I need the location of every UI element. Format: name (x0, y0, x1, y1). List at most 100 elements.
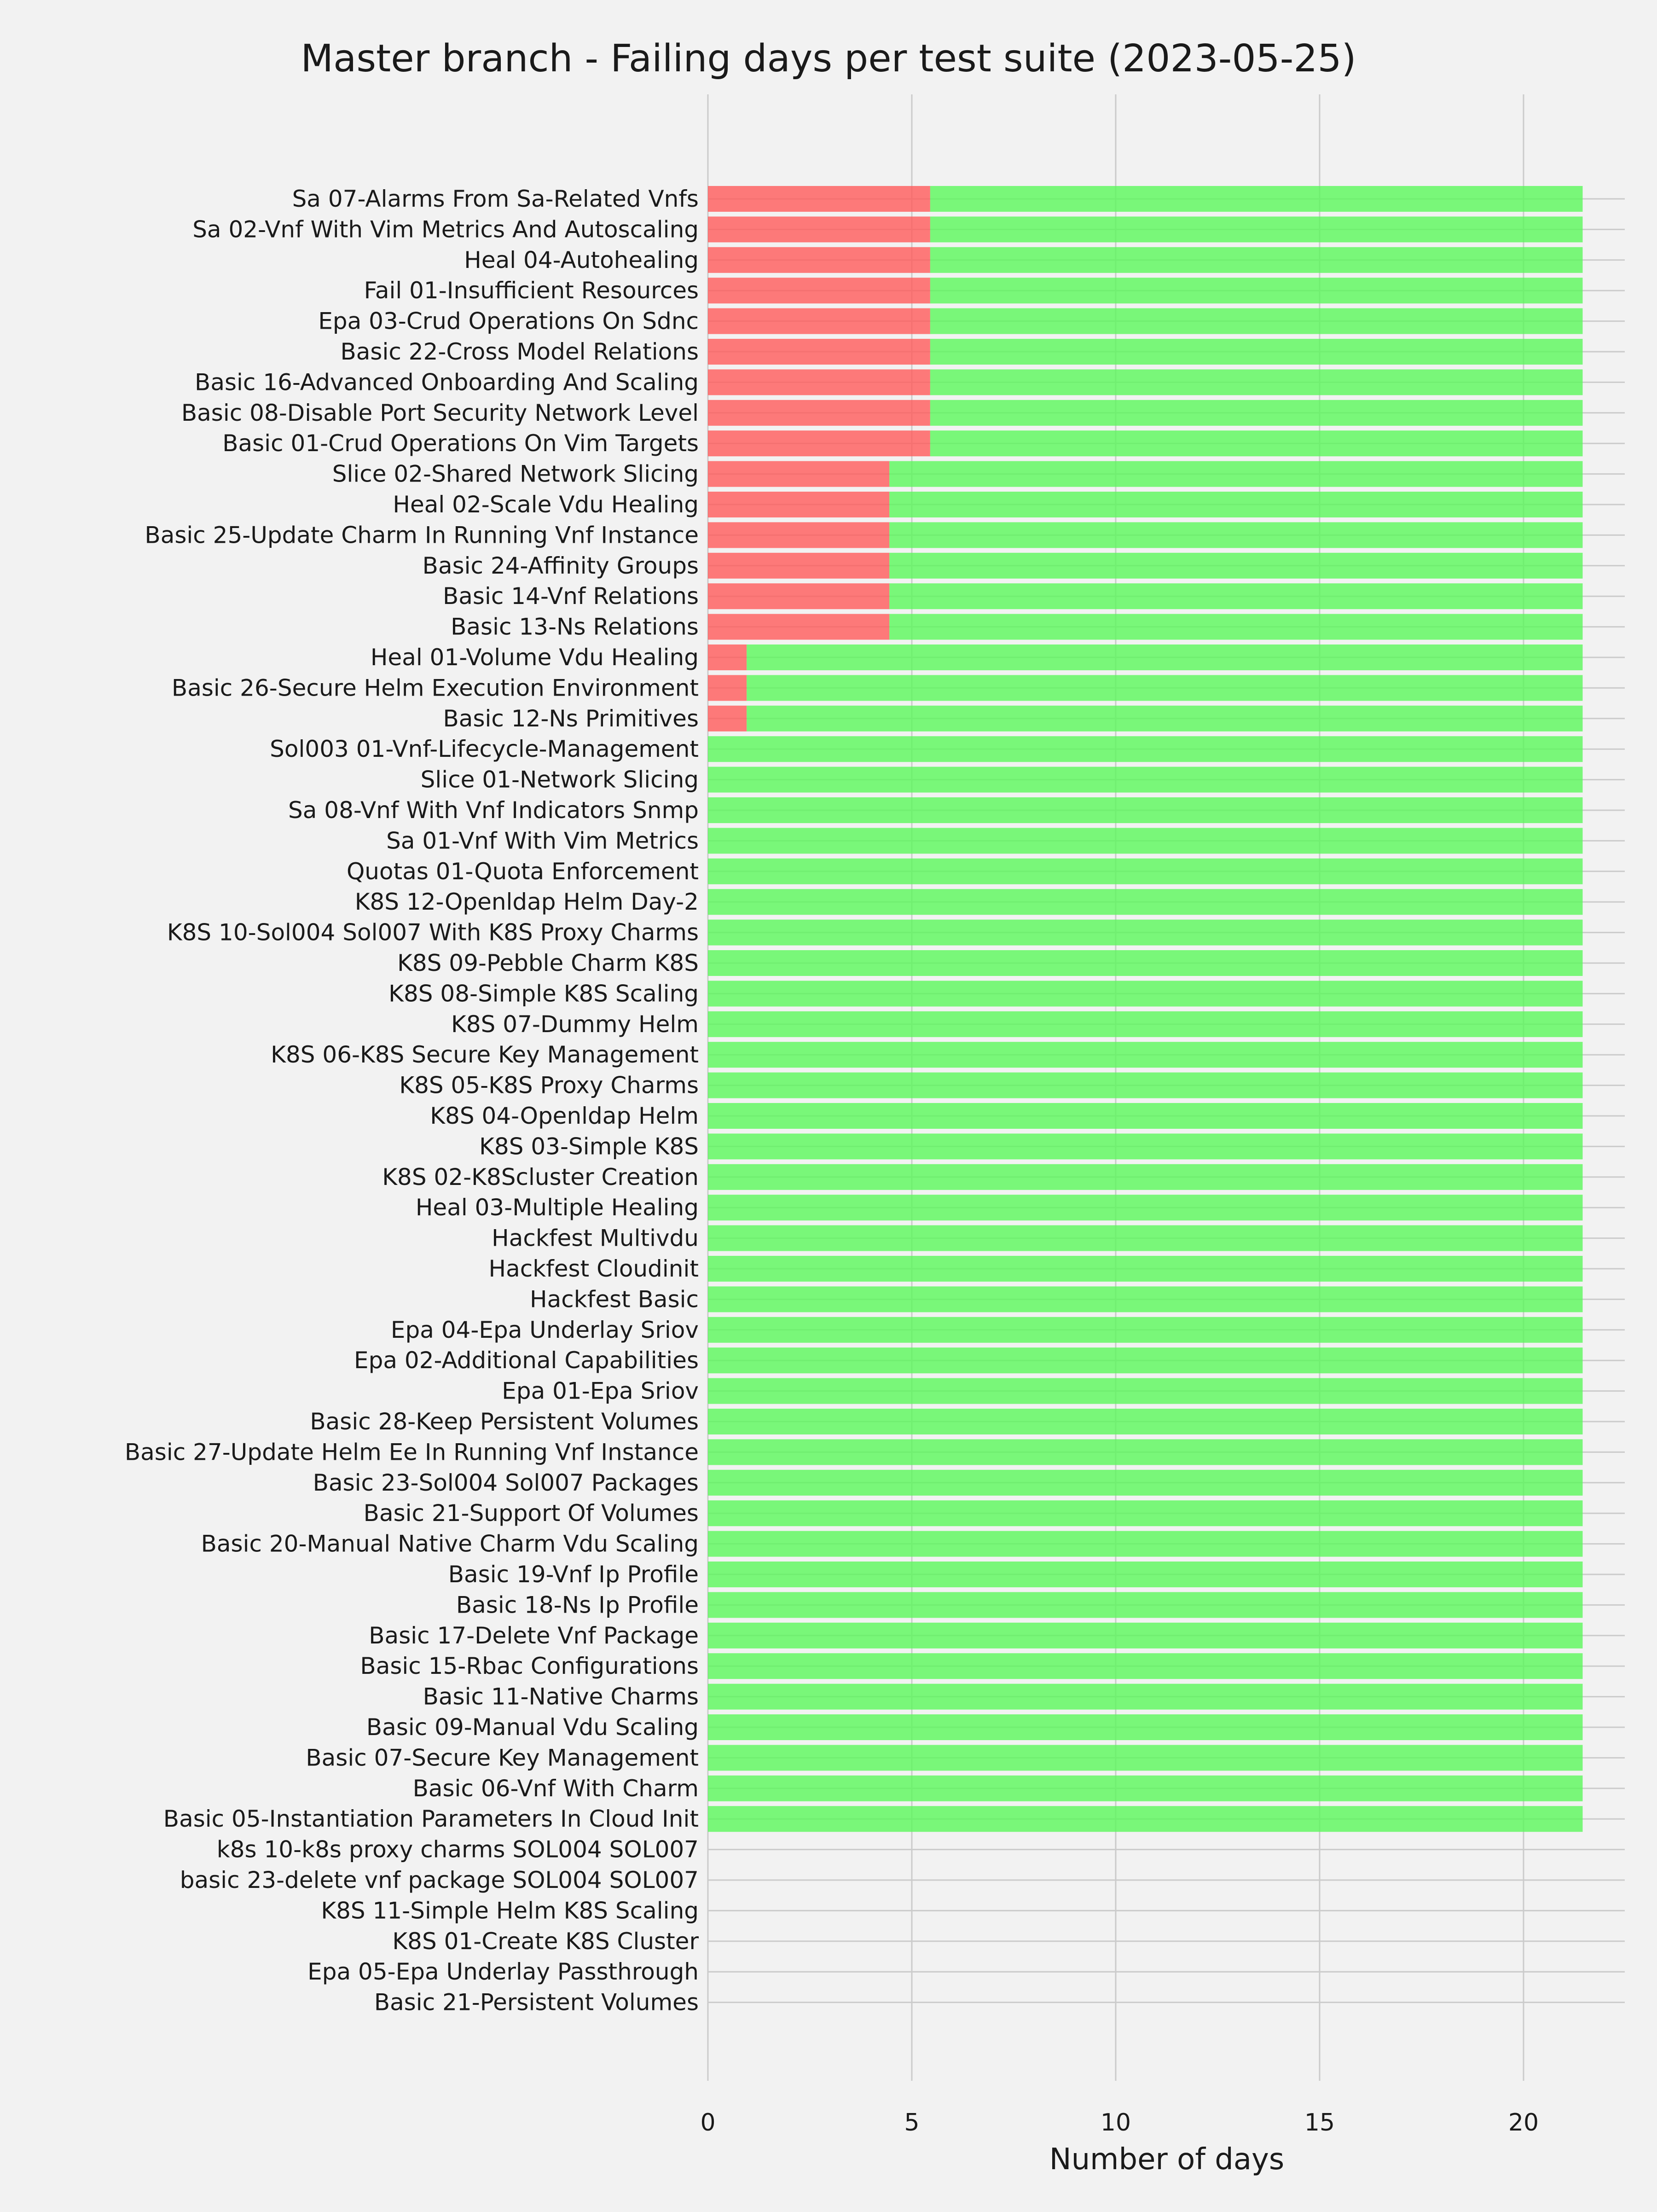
category-label: Basic 21-Persistent Volumes (374, 1989, 699, 2016)
bar-passing (930, 186, 1583, 212)
category-label: K8S 09-Pebble Charm K8S (397, 950, 699, 976)
bar-passing (708, 1714, 1583, 1740)
bar-failing (708, 492, 890, 517)
bar-passing (708, 1072, 1583, 1098)
bar-passing (889, 583, 1583, 610)
bar-passing (889, 552, 1583, 579)
x-tick-label: 10 (1101, 2109, 1131, 2137)
bar-passing (708, 858, 1583, 884)
category-label: Basic 25-Update Charm In Running Vnf Ins… (145, 522, 699, 548)
category-label: Slice 02-Shared Network Slicing (332, 461, 699, 488)
category-label: Basic 14-Vnf Relations (443, 583, 699, 610)
bar-passing (930, 247, 1583, 273)
bar-passing (708, 919, 1583, 946)
category-label: Sa 07-Alarms From Sa-Related Vnfs (292, 186, 699, 212)
category-label: Basic 22-Cross Model Relations (340, 338, 699, 365)
bar-passing (708, 1592, 1583, 1618)
bar-passing (708, 1531, 1583, 1557)
category-label: Epa 04-Epa Underlay Sriov (391, 1317, 699, 1343)
category-label: Slice 01-Network Slicing (421, 766, 699, 793)
category-label: Basic 12-Ns Primitives (443, 705, 699, 732)
bar-failing (708, 400, 930, 426)
category-label: K8S 01-Create K8S Cluster (392, 1928, 699, 1955)
bar-failing (708, 644, 747, 670)
category-label: Basic 16-Advanced Onboarding And Scaling (195, 369, 699, 395)
bar-passing (708, 1011, 1583, 1037)
bar-failing (708, 339, 930, 365)
bar-passing (930, 278, 1583, 304)
bar-passing (708, 1775, 1583, 1801)
bar-passing (889, 492, 1583, 517)
category-label: Heal 03-Multiple Healing (416, 1194, 699, 1221)
chart-title: Master branch - Failing days per test su… (301, 37, 1356, 81)
category-label: Epa 02-Additional Capabilities (354, 1347, 699, 1374)
x-axis-title: Number of days (1049, 2142, 1285, 2177)
category-label: Sa 02-Vnf With Vim Metrics And Autoscali… (192, 216, 699, 243)
category-label: K8S 06-K8S Secure Key Management (271, 1041, 699, 1068)
bar-passing (708, 1042, 1583, 1068)
bar-passing (708, 736, 1583, 762)
category-label: Basic 23-Sol004 Sol007 Packages (313, 1469, 699, 1496)
bar-passing (708, 950, 1583, 976)
category-label: Basic 01-Crud Operations On Vim Targets (222, 430, 699, 457)
x-tick-label: 0 (700, 2109, 715, 2137)
bar-passing (708, 981, 1583, 1007)
category-label: Hackfest Multivdu (492, 1225, 699, 1252)
category-label: K8S 10-Sol004 Sol007 With K8S Proxy Char… (167, 919, 699, 946)
bar-passing (708, 889, 1583, 915)
bar-passing (930, 369, 1583, 395)
bar-passing (930, 430, 1583, 457)
bar-passing (708, 1500, 1583, 1527)
category-label: K8S 12-Openldap Helm Day-2 (355, 888, 699, 915)
category-label: Basic 20-Manual Native Charm Vdu Scaling (201, 1531, 699, 1557)
x-tick-labels: 0 5 10 15 20 (700, 2109, 1539, 2137)
bar-passing (747, 675, 1583, 701)
category-label: k8s 10-k8s proxy charms SOL004 SOL007 (217, 1836, 699, 1863)
category-label: Basic 18-Ns Ip Profile (456, 1591, 699, 1618)
bar-passing (889, 522, 1583, 548)
bar-passing (930, 339, 1583, 365)
bar-passing (708, 1562, 1583, 1587)
category-label: Epa 05-Epa Underlay Passthrough (307, 1958, 699, 1985)
category-label: Heal 01-Volume Vdu Healing (371, 644, 699, 671)
bar-failing (708, 552, 890, 579)
bar-failing (708, 614, 890, 640)
category-label: Quotas 01-Quota Enforcement (347, 858, 699, 885)
bar-passing (708, 1745, 1583, 1771)
category-label: K8S 11-Simple Helm K8S Scaling (321, 1897, 699, 1924)
bar-failing (708, 430, 930, 457)
category-label: Sa 01-Vnf With Vim Metrics (386, 827, 699, 854)
category-label: Basic 09-Manual Vdu Scaling (366, 1714, 699, 1741)
category-label: Hackfest Basic (530, 1286, 699, 1312)
bar-passing (708, 1653, 1583, 1679)
bar-passing (708, 1378, 1583, 1404)
bar-failing (708, 522, 890, 548)
bar-failing (708, 675, 747, 701)
x-tick-label: 20 (1508, 2109, 1539, 2137)
category-label: basic 23-delete vnf package SOL004 SOL00… (180, 1867, 699, 1893)
bar-passing (708, 1439, 1583, 1465)
bar-failing (708, 216, 930, 243)
bar-failing (708, 461, 890, 487)
x-tick-label: 15 (1304, 2109, 1335, 2137)
category-label: Epa 01-Epa Sriov (502, 1378, 699, 1405)
bar-passing (930, 308, 1583, 334)
category-label: Basic 15-Rbac Configurations (360, 1653, 699, 1679)
bar-passing (708, 1195, 1583, 1221)
category-label: K8S 08-Simple K8S Scaling (388, 980, 699, 1007)
category-label: Sol003 01-Vnf-Lifecycle-Management (270, 736, 699, 762)
category-label: Basic 27-Update Helm Ee In Running Vnf I… (125, 1439, 699, 1465)
bar-failing (708, 247, 930, 273)
category-label: Basic 19-Vnf Ip Profile (448, 1561, 699, 1588)
bar-passing (708, 1622, 1583, 1649)
category-label: Basic 07-Secure Key Management (306, 1744, 699, 1771)
bar-passing (747, 705, 1583, 732)
bar-passing (708, 1225, 1583, 1251)
bar-failing (708, 308, 930, 334)
bar-passing (708, 766, 1583, 793)
category-label: Basic 05-Instantiation Parameters In Clo… (163, 1806, 699, 1832)
bar-passing (747, 644, 1583, 670)
category-label: Basic 11-Native Charms (423, 1684, 699, 1710)
